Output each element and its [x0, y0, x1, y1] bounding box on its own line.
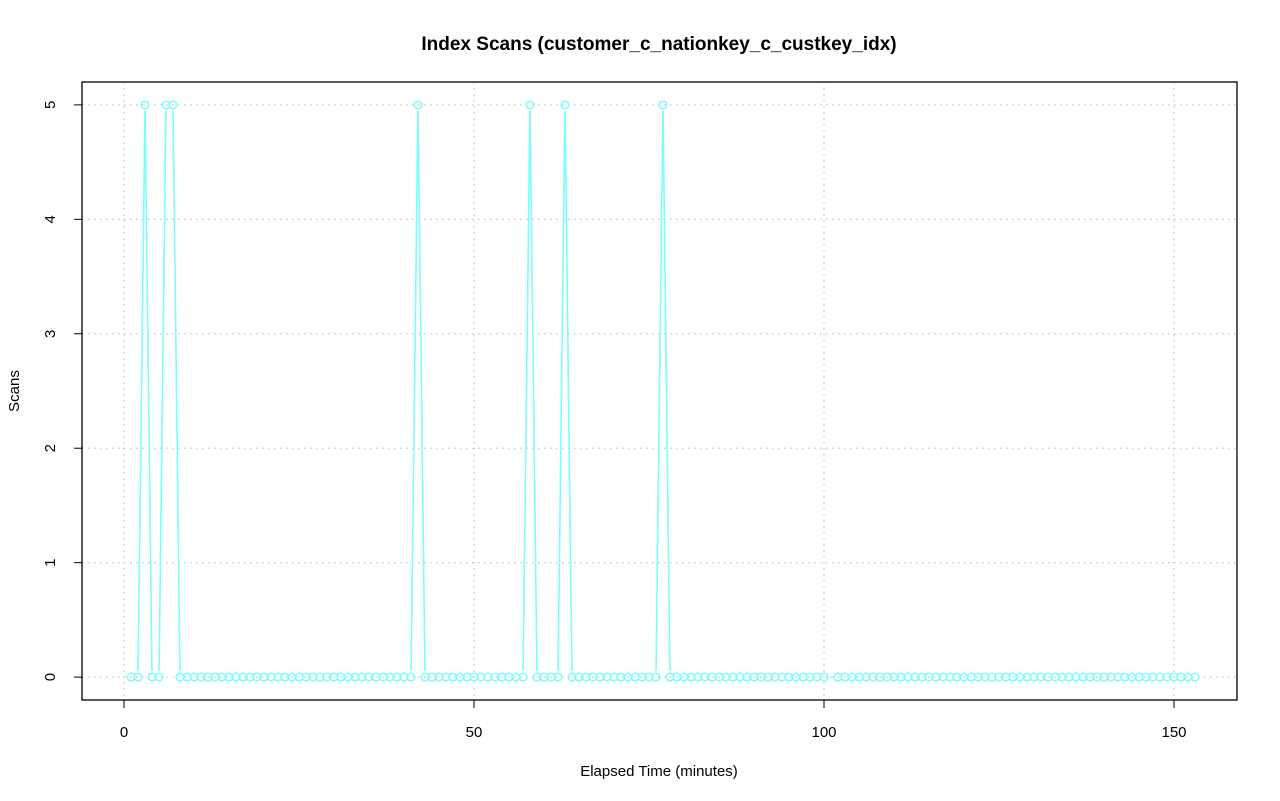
series-segment: [655, 110, 664, 672]
chart-title: Index Scans (customer_c_nationkey_c_cust…: [421, 34, 896, 55]
x-axis: 0 50 100 150: [120, 699, 1187, 741]
series-segment: [137, 110, 146, 672]
data-point: [525, 100, 535, 110]
data-point: [140, 100, 150, 110]
series-segment: [158, 110, 167, 672]
data-point: [553, 672, 563, 682]
y-tick-label: 0: [42, 673, 59, 681]
x-tick-label: 50: [466, 724, 483, 741]
series-segment: [144, 110, 153, 672]
data-point: [819, 672, 829, 682]
y-tick-label: 3: [42, 330, 59, 338]
data-point: [518, 672, 528, 682]
series-segment: [410, 110, 419, 672]
x-axis-label: Elapsed Time (minutes): [580, 763, 738, 780]
y-tick-label: 4: [42, 215, 59, 223]
x-tick-label: 0: [120, 724, 128, 741]
series-segment: [417, 110, 426, 672]
y-axis: 0 1 2 3 4 5: [42, 101, 83, 681]
data-point: [413, 100, 423, 110]
series-segment: [172, 110, 181, 672]
data-point: [560, 100, 570, 110]
x-tick-label: 100: [811, 724, 836, 741]
data-point: [154, 672, 164, 682]
series-line: [137, 110, 832, 678]
series-segment: [662, 110, 671, 672]
y-tick-label: 2: [42, 444, 59, 452]
data-point: [651, 672, 661, 682]
y-tick-label: 5: [42, 101, 59, 109]
data-point: [406, 672, 416, 682]
series-segment: [564, 110, 573, 672]
series-segment: [529, 110, 538, 672]
series-segment: [522, 110, 531, 672]
x-tick-label: 150: [1161, 724, 1186, 741]
y-tick-label: 1: [42, 558, 59, 566]
series-segment: [557, 110, 566, 672]
y-axis-label: Scans: [6, 370, 23, 412]
data-point: [1190, 672, 1200, 682]
data-point: [133, 672, 143, 682]
data-point: [168, 100, 178, 110]
series-points: [126, 100, 1200, 682]
data-point: [658, 100, 668, 110]
